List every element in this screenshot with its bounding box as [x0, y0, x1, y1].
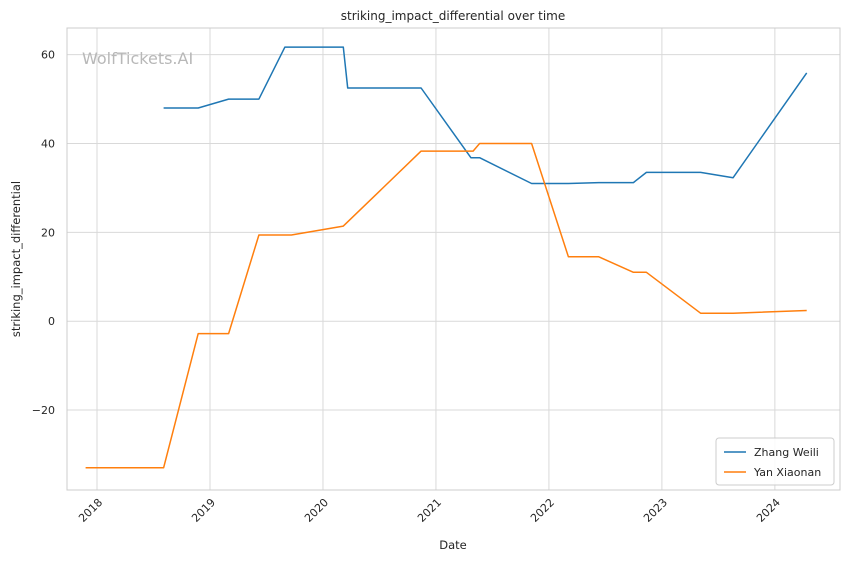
y-axis-label: striking_impact_differential	[9, 181, 23, 337]
x-tick-label: 2018	[76, 496, 105, 525]
x-axis-label: Date	[439, 538, 467, 552]
series-group	[85, 46, 808, 469]
plot-frame	[66, 27, 841, 491]
y-tick-label: 60	[41, 49, 55, 62]
x-tick-label: 2024	[754, 496, 783, 525]
legend-label-zhang-weili: Zhang Weili	[754, 446, 819, 459]
grid	[67, 28, 840, 490]
y-tick-label: −20	[32, 404, 55, 417]
y-tick-label: 0	[48, 315, 55, 328]
x-tick-label: 2019	[189, 496, 218, 525]
series-line-yan-xiaonan	[85, 142, 807, 469]
x-tick-label: 2022	[528, 496, 557, 525]
y-axis-ticks: −20 0 20 40 60	[32, 49, 55, 417]
legend-label-yan-xiaonan: Yan Xiaonan	[753, 466, 821, 479]
y-tick-label: 40	[41, 138, 55, 151]
x-axis-ticks: 2018 2019 2020 2021 2022 2023 2024	[76, 496, 783, 525]
chart-title: striking_impact_differential over time	[341, 9, 566, 23]
legend: Zhang Weili Yan Xiaonan	[715, 437, 835, 486]
series-line-zhang-weili	[163, 46, 808, 185]
x-tick-label: 2021	[415, 496, 444, 525]
x-tick-label: 2023	[641, 496, 670, 525]
x-tick-label: 2020	[302, 496, 331, 525]
y-tick-label: 20	[41, 226, 55, 239]
legend-box	[715, 437, 835, 486]
watermark: WolfTickets.AI	[82, 49, 193, 68]
